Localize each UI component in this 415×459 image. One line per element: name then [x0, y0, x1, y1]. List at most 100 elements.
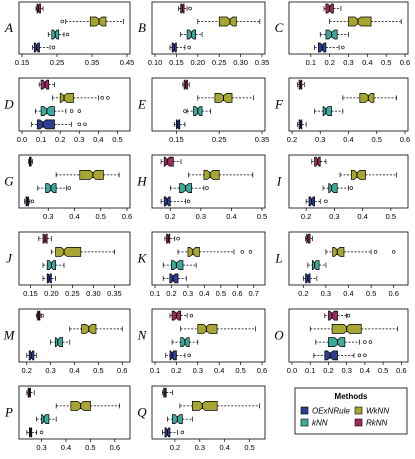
x-tick-label: 0.5: [85, 443, 95, 452]
box-RkNN: [305, 233, 313, 244]
box-RkNN: [178, 3, 192, 14]
panel-frame: [151, 154, 266, 209]
panel-frame: [18, 231, 131, 286]
x-tick-label: 0.2: [166, 289, 176, 298]
box-RkNN: [182, 79, 190, 90]
x-tick-label: 0.10: [148, 58, 163, 67]
box-body: [324, 350, 338, 361]
outlier-point: [77, 122, 81, 127]
legend-label-OExNRule: OExNRule: [312, 407, 350, 416]
box-body: [163, 156, 174, 167]
panel-N: N 0.1 0.2 0.3 0.4 0.5 0.6: [137, 308, 267, 375]
outlier-point: [240, 250, 244, 254]
box-body: [55, 337, 63, 347]
box-WkNN: [177, 247, 253, 257]
x-tick-label: 0.4: [61, 443, 71, 452]
box-WkNN: [325, 247, 396, 257]
box-OExNRule: [162, 273, 187, 284]
box-OExNRule: [42, 273, 56, 284]
box-kNN: [180, 29, 203, 40]
x-tick-label: 0.15: [169, 58, 184, 67]
panel-frame: [151, 77, 266, 132]
box-WkNN: [309, 324, 399, 334]
box-body: [79, 170, 104, 180]
outlier-point: [39, 430, 44, 435]
box-RkNN: [162, 387, 173, 398]
box-kNN: [169, 183, 209, 193]
x-tick-label: 0.25: [212, 58, 227, 67]
panel-H: H 0.2 0.3 0.4 0.5: [136, 154, 267, 221]
panel-frame: [18, 1, 131, 55]
outlier-point: [187, 45, 191, 50]
legend-swatch-kNN: [300, 418, 309, 427]
box-OExNRule: [160, 196, 191, 207]
box-OExNRule: [314, 42, 345, 53]
x-tick-label: 0.5: [93, 366, 103, 375]
legend-swatch-RkNN: [354, 418, 363, 427]
outlier-point: [205, 186, 209, 190]
box-RkNN: [297, 79, 306, 90]
box-WkNN: [197, 93, 254, 103]
panel-L: L 0.2 0.3 0.4 0.5 0.6: [274, 231, 409, 298]
x-tick-label: 0.45: [120, 58, 135, 67]
x-tick-label: 0.6: [257, 366, 267, 375]
panel-label: Q: [137, 405, 147, 420]
outlier-point: [188, 6, 192, 11]
box-kNN: [36, 414, 57, 424]
x-tick-label: 0.6: [232, 289, 242, 298]
x-tick-label: 0.4: [69, 366, 79, 375]
outlier-point: [346, 313, 351, 318]
box-RkNN: [28, 156, 33, 167]
box-RkNN: [35, 310, 44, 321]
x-tick-label: 0.3: [43, 212, 53, 221]
panel-frame: [151, 231, 266, 286]
outlier-point: [69, 109, 74, 113]
outlier-point: [368, 340, 373, 344]
outlier-point: [176, 236, 180, 241]
x-tick-label: 0.5: [216, 289, 226, 298]
panel-label: B: [138, 20, 146, 35]
box-OExNRule: [162, 427, 185, 438]
box-OExNRule: [24, 196, 35, 207]
box-kNN: [319, 29, 349, 40]
box-body: [89, 16, 107, 27]
x-tick-label: 0.0: [287, 366, 297, 375]
x-tick-label: 0.20: [44, 289, 59, 298]
box-kNN: [315, 337, 373, 347]
box-body: [197, 324, 218, 334]
x-tick-label: 0.25: [212, 135, 227, 144]
outlier-point: [363, 353, 367, 358]
panel-frame: [18, 154, 131, 209]
panel-M: M 0.2 0.3 0.4 0.5 0.6: [3, 308, 131, 375]
outlier-point: [30, 199, 35, 204]
x-tick-label: 0.4: [357, 212, 367, 221]
x-tick-label: 0.2: [301, 212, 311, 221]
box-RkNN: [38, 79, 55, 90]
box-kNN: [183, 106, 211, 116]
x-tick-label: 0.4: [199, 289, 209, 298]
box-RkNN: [311, 156, 327, 167]
panel-label: G: [4, 174, 14, 189]
x-tick-label: 0.35: [107, 289, 122, 298]
x-tick-label: 0.6: [110, 443, 120, 452]
x-tick-label: 0.35: [255, 135, 270, 144]
box-RkNN: [35, 3, 44, 14]
x-tick-label: 0.4: [343, 135, 353, 144]
x-tick-label: 0.5: [386, 212, 396, 221]
x-tick-label: 0.3: [195, 443, 205, 452]
panel-E: E 0.15 0.25 0.35: [137, 77, 270, 144]
box-body: [41, 414, 50, 424]
panel-frame: [18, 77, 131, 132]
outlier-point: [392, 250, 396, 254]
panel-I: I 0.2 0.3 0.4 0.5: [276, 154, 409, 221]
panel-label: D: [3, 97, 14, 112]
panel-label: I: [276, 174, 282, 189]
box-RkNN: [169, 310, 194, 321]
box-WkNN: [342, 93, 397, 103]
panel-label: K: [137, 251, 148, 266]
box-body: [55, 247, 82, 257]
panel-G: G 0.3 0.4 0.5 0.6: [4, 154, 132, 221]
panel-frame: [288, 154, 409, 209]
x-tick-label: 0.35: [255, 58, 270, 67]
x-tick-label: 0.5: [235, 366, 245, 375]
